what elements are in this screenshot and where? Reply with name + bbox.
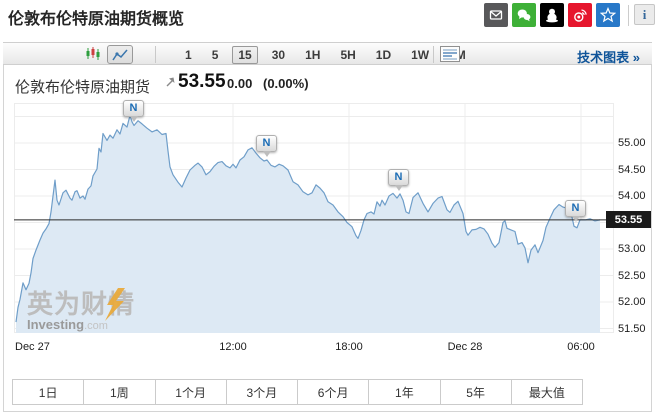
- external-arrow-icon: [166, 77, 175, 87]
- candlestick-icon[interactable]: [85, 46, 101, 62]
- interval-5[interactable]: 5: [211, 47, 219, 62]
- qq-icon[interactable]: [540, 3, 564, 27]
- email-icon[interactable]: [484, 3, 508, 27]
- instrument-name: 伦敦布伦特原油期货: [15, 79, 151, 96]
- interval-1w[interactable]: 1W: [411, 47, 430, 62]
- wechat-icon[interactable]: [512, 3, 536, 27]
- range-button-5年[interactable]: 5年: [441, 380, 512, 404]
- news-panel-icon[interactable]: [440, 46, 460, 62]
- interval-1h[interactable]: 1H: [305, 47, 321, 62]
- interval-5h[interactable]: 5H: [340, 47, 356, 62]
- x-axis-label: 12:00: [219, 341, 247, 353]
- instrument-change-pct: (0.00%): [263, 76, 309, 91]
- y-axis-label: 52.50: [618, 269, 646, 282]
- tech-chart-link[interactable]: 技术图表 »: [577, 50, 640, 65]
- instrument-price: 53.55: [178, 71, 226, 92]
- news-marker[interactable]: N: [565, 199, 586, 222]
- x-axis-label: Dec 28: [447, 341, 483, 353]
- line-chart-icon[interactable]: [107, 45, 133, 64]
- toolbar-separator: [155, 46, 156, 63]
- price-line: [15, 114, 601, 323]
- toolbar-separator: [433, 46, 434, 63]
- interval-1[interactable]: 1: [185, 47, 192, 62]
- y-axis-label: 52.00: [618, 296, 646, 308]
- range-button-1个月[interactable]: 1个月: [156, 380, 227, 404]
- range-button-1周[interactable]: 1周: [84, 380, 156, 404]
- plot-area[interactable]: [14, 103, 614, 333]
- range-button-bar: 1日 1周 1个月 3个月 6个月 1年 5年 最大值: [12, 379, 583, 405]
- interval-15[interactable]: 15: [232, 45, 258, 64]
- news-marker[interactable]: N: [388, 168, 409, 191]
- instrument-change: 0.00: [227, 76, 253, 91]
- range-button-6个月[interactable]: 6个月: [298, 380, 370, 404]
- share-bar: [484, 3, 624, 28]
- x-axis-label: 06:00: [567, 341, 595, 353]
- info-icon[interactable]: i: [634, 4, 655, 25]
- interval-group: 1515301H5H1D1W1M: [175, 43, 476, 66]
- last-price-tag: 53.55: [606, 211, 651, 229]
- y-axis-label: 54.50: [618, 163, 646, 176]
- chart-toolbar: 1515301H5H1D1W1M 技术图表 »: [3, 42, 652, 65]
- x-axis-label: 18:00: [335, 341, 363, 353]
- range-button-1日[interactable]: 1日: [13, 380, 85, 404]
- range-button-最大值[interactable]: 最大值: [528, 385, 565, 400]
- favorite-star-icon[interactable]: [596, 3, 620, 27]
- page-title: 伦敦布伦特原油期货概览: [8, 11, 185, 28]
- y-axis-label: 54.00: [618, 190, 646, 202]
- weibo-icon[interactable]: [568, 3, 592, 27]
- price-area: [16, 115, 600, 333]
- range-button-3个月[interactable]: 3个月: [227, 380, 298, 404]
- header-divider: [628, 5, 629, 26]
- interval-1d[interactable]: 1D: [375, 47, 392, 62]
- y-axis-label: 53.00: [618, 243, 646, 255]
- news-marker[interactable]: N: [123, 100, 144, 123]
- interval-30[interactable]: 30: [271, 47, 286, 62]
- news-marker[interactable]: N: [256, 134, 277, 157]
- y-axis-label: 55.00: [618, 137, 646, 149]
- y-axis-label: 51.50: [618, 322, 646, 335]
- range-button-1年[interactable]: 1年: [369, 380, 441, 404]
- x-axis-label: Dec 27: [15, 341, 50, 353]
